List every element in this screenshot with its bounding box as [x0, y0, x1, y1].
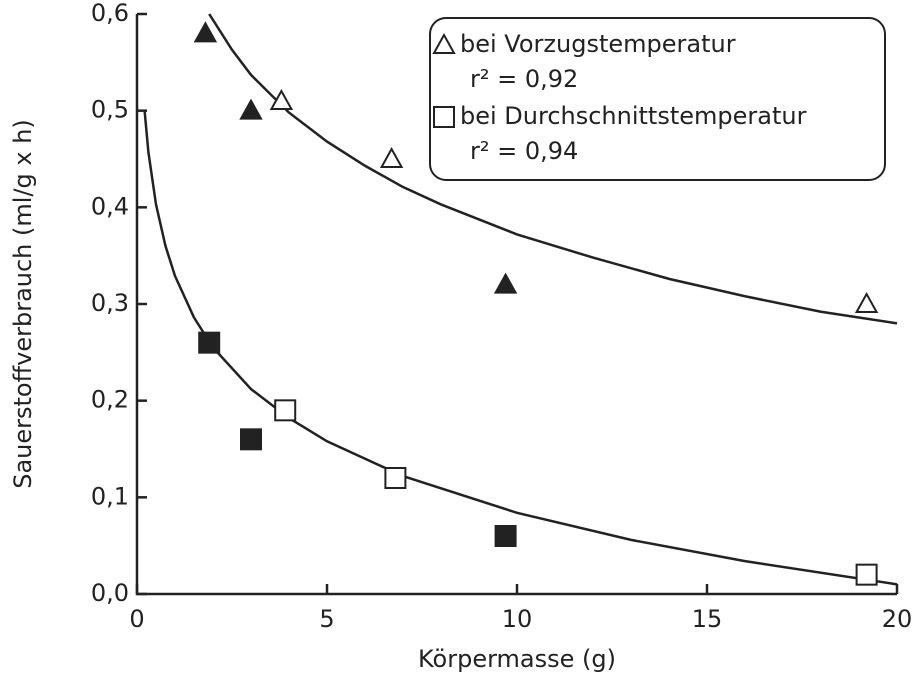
legend-marker: [433, 106, 455, 128]
x-tick-label: 20: [882, 605, 913, 633]
x-tick-label: 10: [502, 605, 533, 633]
data-point: [240, 428, 262, 451]
data-point: [274, 399, 297, 422]
x-tick-label: 15: [692, 605, 723, 633]
fit-curve: [208, 13, 898, 325]
legend-marker: [432, 32, 456, 54]
fit-curve: [143, 110, 898, 586]
data-point: [269, 88, 294, 110]
legend-r2: r² = 0,92: [470, 65, 578, 93]
y-tick-label: 0,1: [91, 482, 129, 510]
x-axis-label: Körpermasse (g): [418, 645, 616, 673]
x-tick-label: 0: [129, 605, 144, 633]
legend-label: bei Vorzugstemperatur: [460, 30, 736, 58]
data-point: [384, 467, 407, 489]
data-point: [379, 146, 404, 168]
y-tick-label: 0,4: [91, 192, 129, 220]
x-tick-label: 5: [319, 605, 334, 633]
legend-label: bei Durchschnittstemperatur: [460, 102, 807, 130]
data-point: [854, 291, 879, 313]
legend-r2: r² = 0,94: [470, 137, 578, 165]
data-point: [494, 525, 517, 547]
y-tick-label: 0,3: [91, 289, 129, 317]
data-point: [493, 272, 518, 294]
data-point: [855, 563, 878, 586]
y-tick-label: 0,2: [91, 386, 129, 414]
data-point: [198, 331, 221, 354]
legend-box: [429, 17, 886, 181]
y-tick-label: 0,5: [91, 96, 129, 124]
data-point: [239, 98, 263, 120]
data-point: [193, 21, 218, 43]
y-tick-label: 0,6: [91, 0, 129, 27]
y-axis-label: Sauerstoffverbrauch (ml/g x h): [9, 119, 37, 489]
y-tick-label: 0,0: [91, 579, 129, 607]
